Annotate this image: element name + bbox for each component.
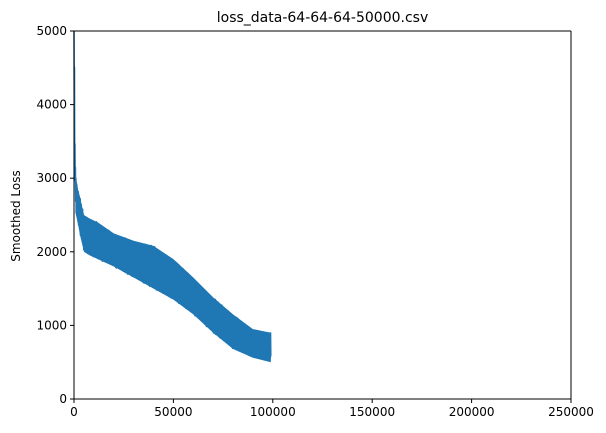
- y-tick-label: 1000: [36, 318, 67, 332]
- plot-background: [74, 31, 571, 399]
- series-layer: [73, 30, 272, 363]
- x-tick-label: 100000: [250, 405, 296, 419]
- y-tick-label: 2000: [36, 245, 67, 259]
- ticks: 0 50000 100000 150000 200000 250000 0 1000 2000 3…: [36, 24, 593, 419]
- axes: [73, 30, 572, 400]
- x-tick-label: 50000: [154, 405, 192, 419]
- x-tick-label: 150000: [349, 405, 395, 419]
- x-tick-label: 200000: [449, 405, 495, 419]
- plot-area: [74, 31, 571, 399]
- y-tick-label: 3000: [36, 171, 67, 185]
- chart-title: loss_data-64-64-64-50000.csv: [217, 10, 429, 26]
- y-axis-label: Smoothed Loss: [9, 170, 23, 261]
- x-tick-label: 0: [70, 405, 78, 419]
- y-tick-label: 4000: [36, 98, 67, 112]
- x-tick-label: 250000: [548, 405, 594, 419]
- series-line-0: [73, 30, 272, 362]
- y-tick-label: 5000: [36, 24, 67, 38]
- y-tick-label: 0: [59, 392, 67, 406]
